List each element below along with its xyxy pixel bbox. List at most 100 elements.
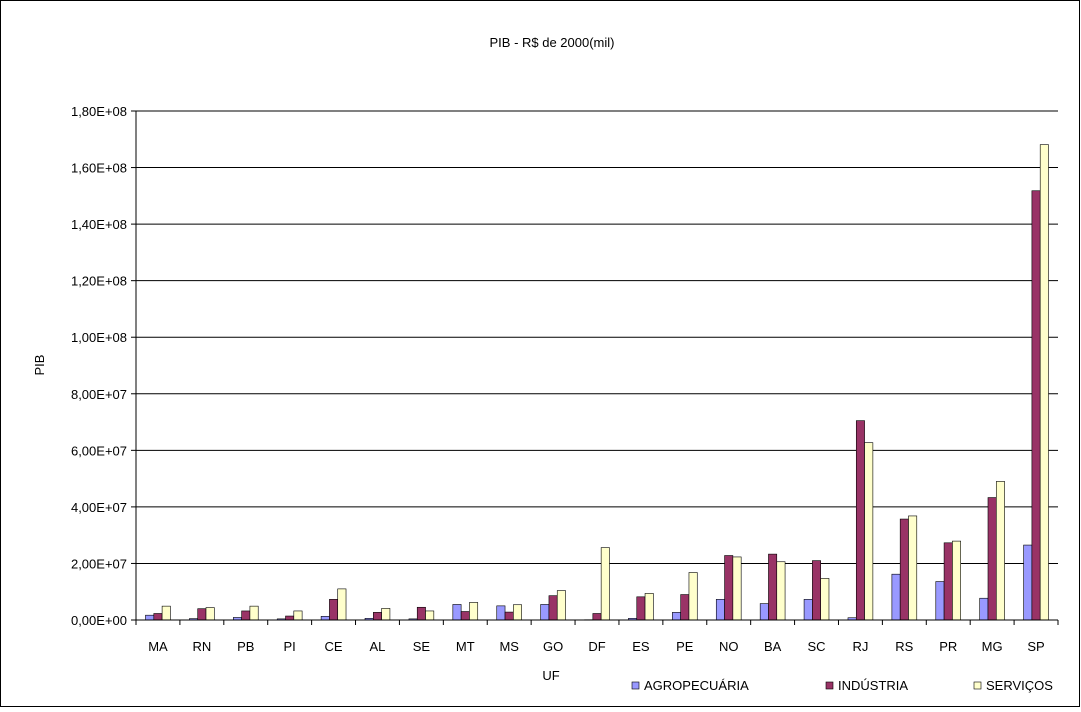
bar-agropecuária-sc: [803, 599, 813, 621]
x-tick-label: MT: [456, 639, 475, 654]
x-tick-label: RJ: [852, 639, 868, 654]
bar-indústria-df: [592, 613, 602, 621]
y-tick-label: 1,60E+08: [71, 161, 127, 176]
bar-serviços-se: [425, 610, 435, 621]
legend-item: AGROPECUÁRIA: [631, 678, 749, 693]
legend-label: INDÚSTRIA: [838, 678, 908, 693]
bar-serviços-no: [732, 556, 742, 621]
legend: AGROPECUÁRIA INDÚSTRIA SERVIÇOS: [631, 678, 1053, 693]
bar-serviços-sc: [820, 578, 830, 621]
bar-agropecuária-ms: [496, 605, 506, 621]
x-tick-label: CE: [325, 639, 343, 654]
bar-indústria-ma: [153, 613, 163, 621]
bar-agropecuária-sp: [1023, 544, 1033, 621]
x-tick-label: MA: [148, 639, 168, 654]
gridlines: [136, 110, 1058, 564]
bar-agropecuária-rs: [891, 573, 901, 621]
bar-indústria-mg: [987, 497, 997, 621]
legend-item: INDÚSTRIA: [825, 678, 908, 693]
bar-indústria-al: [373, 612, 382, 621]
bar-indústria-no: [724, 555, 734, 621]
y-axis-title: PIB: [32, 355, 47, 376]
bar-serviços-ba: [776, 561, 786, 621]
bar-serviços-pb: [249, 605, 259, 621]
bar-indústria-es: [636, 596, 646, 621]
bars: [145, 144, 1049, 621]
bar-serviços-pi: [293, 610, 303, 621]
chart-title: PIB - R$ de 2000(mil): [490, 35, 615, 50]
bar-serviços-rs: [908, 515, 918, 621]
x-tick-label: ES: [632, 639, 650, 654]
bar-serviços-go: [556, 590, 566, 621]
x-tick-label: SC: [807, 639, 825, 654]
bar-agropecuária-go: [540, 604, 550, 621]
x-tick-label: SE: [413, 639, 431, 654]
bar-serviços-es: [644, 593, 654, 621]
bar-serviços-rn: [205, 607, 215, 621]
y-tick-label: 2,00E+07: [71, 556, 127, 571]
bar-indústria-rs: [899, 518, 909, 621]
y-tick-labels: 0,00E+00 2,00E+07 4,00E+07 6,00E+07 8,00E+07…: [71, 104, 136, 628]
x-tick-label: RS: [895, 639, 913, 654]
bar-agropecuária-pr: [935, 581, 945, 621]
bar-indústria-pr: [943, 542, 953, 621]
bar-serviços-sp: [1039, 144, 1049, 621]
bar-agropecuária-mt: [452, 604, 462, 621]
bar-agropecuária-pe: [672, 612, 681, 621]
x-tick-label: RN: [192, 639, 211, 654]
x-tick-label: MG: [982, 639, 1003, 654]
bar-indústria-sp: [1031, 190, 1041, 621]
bar-serviços-al: [381, 608, 391, 621]
bar-serviços-ma: [161, 605, 171, 621]
x-tick-label: PE: [676, 639, 694, 654]
x-tick-label: DF: [588, 639, 605, 654]
bar-serviços-df: [600, 547, 610, 621]
y-tick-label: 0,00E+00: [71, 613, 127, 628]
x-tick-label: GO: [543, 639, 563, 654]
bar-serviços-pe: [688, 572, 698, 621]
x-tick-label: BA: [764, 639, 782, 654]
x-tick-label: SP: [1027, 639, 1044, 654]
bar-indústria-mt: [460, 611, 470, 621]
x-tick-label: PB: [237, 639, 254, 654]
bar-serviços-mt: [469, 602, 479, 621]
bar-agropecuária-ce: [320, 616, 330, 621]
y-tick-label: 1,00E+08: [71, 330, 127, 345]
legend-label: AGROPECUÁRIA: [644, 678, 749, 693]
x-tick-label: MS: [499, 639, 519, 654]
bar-serviços-ce: [337, 588, 347, 621]
legend-item: SERVIÇOS: [973, 678, 1053, 693]
bar-indústria-ce: [329, 599, 339, 621]
bar-indústria-se: [416, 606, 426, 621]
x-tick-label: PR: [939, 639, 957, 654]
x-tick-label: NO: [719, 639, 739, 654]
y-tick-label: 6,00E+07: [71, 443, 127, 458]
bar-serviços-pr: [952, 540, 961, 621]
bar-serviços-rj: [864, 442, 874, 621]
axes: [135, 111, 1058, 621]
legend-swatch: [631, 681, 640, 690]
bar-indústria-pb: [241, 610, 251, 621]
bar-serviços-ms: [513, 604, 522, 621]
bar-indústria-rj: [855, 420, 865, 621]
bar-indústria-pe: [680, 594, 690, 621]
x-tick-label: AL: [370, 639, 386, 654]
bar-indústria-ms: [504, 611, 514, 621]
legend-swatch: [973, 681, 982, 690]
y-tick-label: 4,00E+07: [71, 500, 127, 515]
bar-serviços-mg: [995, 481, 1005, 621]
legend-swatch: [825, 681, 834, 690]
bar-indústria-rn: [197, 608, 207, 621]
bar-agropecuária-ba: [759, 603, 769, 621]
bar-agropecuária-ma: [145, 614, 155, 621]
bar-indústria-pi: [285, 615, 295, 621]
y-tick-label: 8,00E+07: [71, 387, 127, 402]
bar-agropecuária-no: [715, 599, 725, 621]
bar-indústria-go: [548, 595, 558, 621]
y-tick-label: 1,20E+08: [71, 274, 127, 289]
bar-agropecuária-mg: [979, 597, 989, 621]
legend-label: SERVIÇOS: [986, 678, 1053, 693]
